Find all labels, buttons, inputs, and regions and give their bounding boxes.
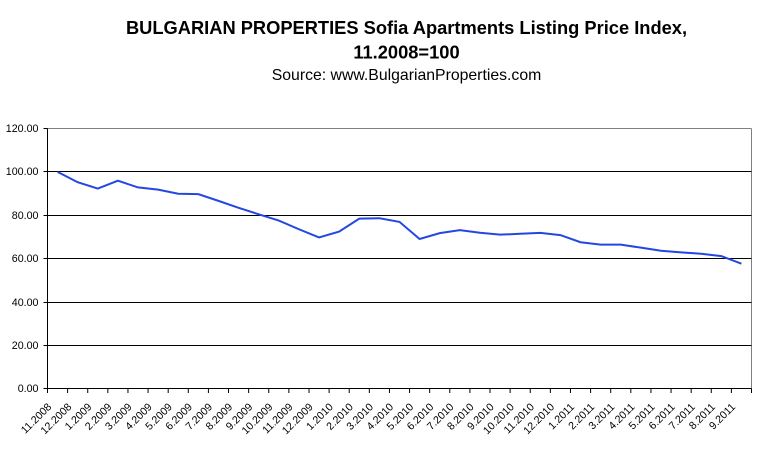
svg-text:Source: www.BulgarianPropertie: Source: www.BulgarianProperties.com — [272, 67, 542, 84]
svg-text:11.2008=100: 11.2008=100 — [353, 42, 459, 63]
svg-text:80.00: 80.00 — [12, 210, 39, 222]
svg-text:40.00: 40.00 — [12, 297, 39, 309]
svg-text:100.00: 100.00 — [6, 166, 39, 178]
svg-text:120.00: 120.00 — [6, 123, 39, 135]
svg-text:60.00: 60.00 — [12, 253, 39, 265]
svg-text:20.00: 20.00 — [12, 340, 39, 352]
svg-text:BULGARIAN PROPERTIES Sofia Apa: BULGARIAN PROPERTIES Sofia Apartments Li… — [126, 17, 687, 38]
svg-text:0.00: 0.00 — [18, 383, 39, 395]
